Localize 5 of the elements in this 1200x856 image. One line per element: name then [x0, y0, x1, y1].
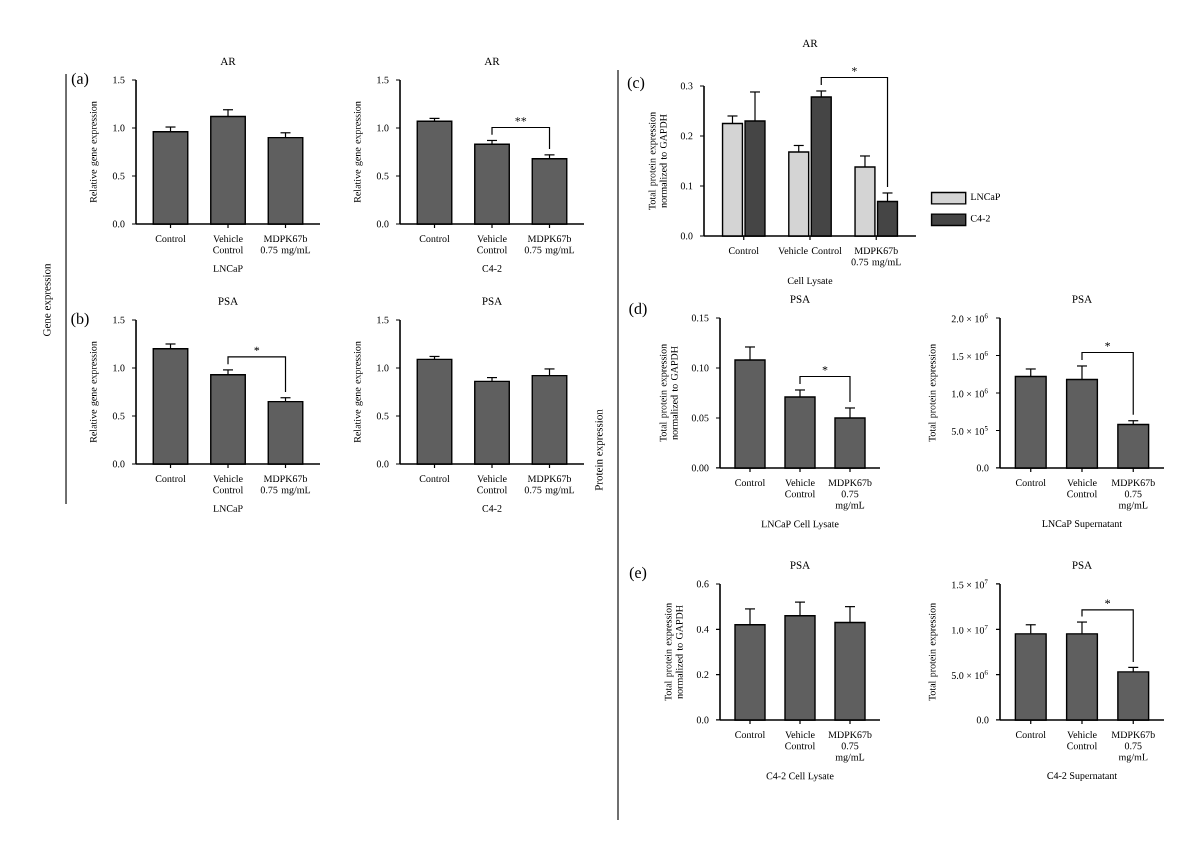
text: (e)	[629, 566, 647, 582]
text: (a)	[71, 72, 89, 88]
text: (d)	[629, 302, 647, 318]
text: (b)	[71, 312, 89, 328]
text: (c)	[627, 76, 645, 92]
